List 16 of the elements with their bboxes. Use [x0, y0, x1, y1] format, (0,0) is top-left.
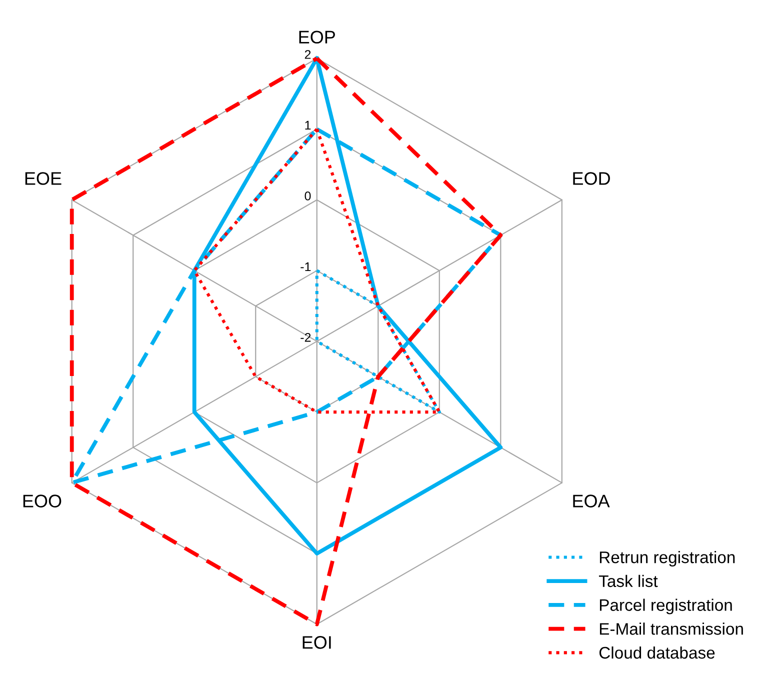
- y-tick-label: -2: [300, 333, 311, 342]
- legend-label: E-Mail transmission: [600, 622, 743, 635]
- spoke-label: EOP: [299, 30, 335, 44]
- y-tick-label: 1: [305, 120, 311, 130]
- legend-label: Retrun registration: [600, 550, 735, 567]
- spoke-label: EOA: [573, 494, 610, 508]
- spoke-label: EOO: [23, 494, 62, 508]
- spoke-label: EOE: [25, 172, 62, 185]
- legend-label: Parcel registration: [600, 598, 732, 614]
- y-tick-label: 2: [304, 50, 311, 59]
- spoke-label: EOI: [302, 636, 331, 649]
- legend-label: Cloud database: [599, 646, 715, 659]
- y-tick-label: 0: [304, 192, 311, 200]
- spoke-label: EOD: [573, 172, 610, 185]
- legend-label: Task list: [598, 574, 658, 588]
- y-tick-label: -1: [300, 262, 311, 271]
